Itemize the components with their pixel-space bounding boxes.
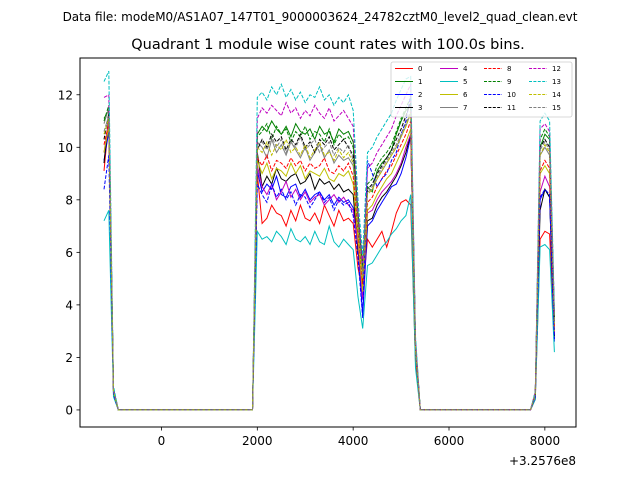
y-tick-label: 6 (65, 246, 73, 260)
x-tick-label: 8000 (530, 434, 561, 448)
series-line-8 (103, 120, 555, 411)
x-axis: 0 2000 4000 6000 8000 (158, 427, 560, 448)
y-tick-label: 0 (65, 403, 73, 417)
legend-label-1: 1 (418, 78, 422, 86)
x-tick-label: 4000 (338, 434, 369, 448)
chart-title: Quadrant 1 module wise count rates with … (131, 37, 525, 53)
x-offset-label: +3.2576e8 (509, 454, 576, 468)
series-line-5 (103, 194, 555, 411)
legend-label-7: 7 (463, 104, 467, 112)
legend-label-9: 9 (507, 78, 511, 86)
y-tick-label: 4 (65, 298, 73, 312)
legend-label-12: 12 (552, 65, 561, 73)
y-tick-label: 8 (65, 193, 73, 207)
legend-label-14: 14 (552, 91, 561, 99)
legend-label-8: 8 (507, 65, 511, 73)
legend-label-6: 6 (463, 91, 468, 99)
plot-lines (103, 70, 555, 411)
y-tick-label: 12 (58, 88, 73, 102)
y-tick-label: 2 (65, 351, 73, 365)
legend-label-15: 15 (552, 104, 561, 112)
series-line-15 (103, 110, 555, 411)
axes-frame (79, 57, 577, 428)
legend-label-3: 3 (418, 104, 422, 112)
figure-suptitle: Data file: modeM0/AS1A07_147T01_90000036… (63, 10, 578, 24)
legend-label-5: 5 (463, 78, 467, 86)
legend-label-10: 10 (507, 91, 516, 99)
legend-box (390, 61, 573, 118)
y-axis: 0 2 4 6 8 10 12 (58, 88, 80, 417)
x-tick-label: 6000 (434, 434, 465, 448)
x-tick-label: 0 (158, 434, 166, 448)
legend-label-2: 2 (418, 91, 422, 99)
legend-label-4: 4 (463, 65, 468, 73)
legend-label-0: 0 (418, 65, 422, 73)
series-line-14 (103, 113, 555, 411)
y-tick-label: 10 (58, 141, 73, 155)
x-tick-label: 2000 (242, 434, 273, 448)
legend-label-11: 11 (507, 104, 516, 112)
legend-label-13: 13 (552, 78, 561, 86)
